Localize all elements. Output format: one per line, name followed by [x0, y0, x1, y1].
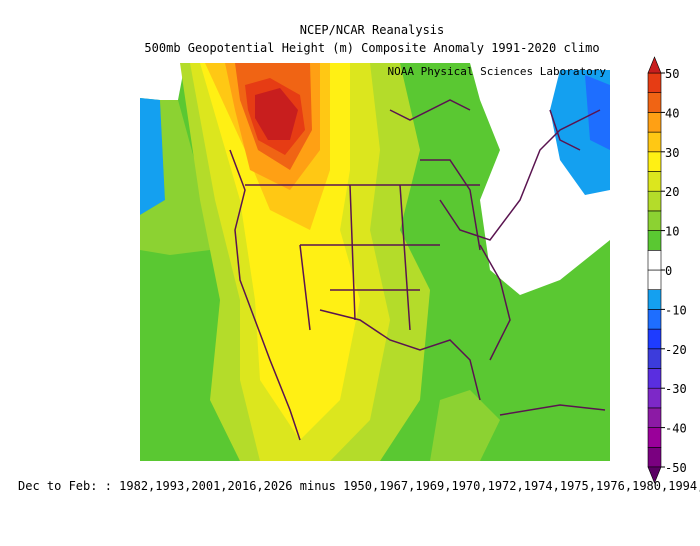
colorbar-tick-label: -20 — [665, 343, 687, 357]
colorbar-tick-label: -10 — [665, 303, 687, 317]
colorbar-tick-label: 40 — [665, 106, 679, 120]
colorbar-tick-label: -40 — [665, 422, 687, 436]
colorbar-band — [647, 348, 662, 369]
colorbar-tick-label: -30 — [665, 382, 687, 396]
colorbar-band — [647, 230, 662, 251]
colorbar-tick-label: 30 — [665, 146, 679, 160]
colorbar-band — [647, 368, 662, 389]
map — [140, 63, 610, 461]
colorbar-band — [647, 151, 662, 172]
colorbar-band — [647, 269, 662, 291]
colorbar-band — [647, 446, 662, 468]
title: NCEP/NCAR Reanalysis — [300, 23, 445, 37]
colorbar-tick-label: 50 — [665, 67, 679, 81]
colorbar-band — [647, 72, 662, 94]
footer: Dec to Feb: : 1982,1993,2001,2016,2026 m… — [18, 479, 700, 493]
colorbar-band — [647, 309, 662, 330]
colorbar-band — [647, 289, 662, 310]
subtitle: 500mb Geopotential Height (m) Composite … — [144, 41, 599, 55]
colorbar-tick-label: 10 — [665, 225, 679, 239]
credit: NOAA Physical Sciences Laboratory — [387, 65, 606, 78]
colorbar-band — [647, 131, 662, 153]
colorbar-tick-label: 0 — [665, 264, 672, 278]
colorbar-band — [647, 407, 662, 428]
colorbar-band — [647, 92, 662, 113]
colorbar-tick-label: -50 — [665, 461, 687, 475]
colorbar: 50 40 30 20 10 0 -10 -20 -30 -40 -50 — [647, 56, 687, 484]
colorbar-over — [647, 56, 662, 74]
colorbar-band — [647, 112, 662, 133]
colorbar-band — [647, 171, 662, 192]
colorbar-under — [647, 466, 662, 484]
colorbar-band — [647, 210, 662, 231]
colorbar-band — [647, 328, 662, 350]
colorbar-band — [647, 427, 662, 448]
colorbar-band — [647, 387, 662, 409]
colorbar-band — [647, 250, 662, 271]
colorbar-tick-label: 20 — [665, 185, 679, 199]
colorbar-band — [647, 190, 662, 212]
